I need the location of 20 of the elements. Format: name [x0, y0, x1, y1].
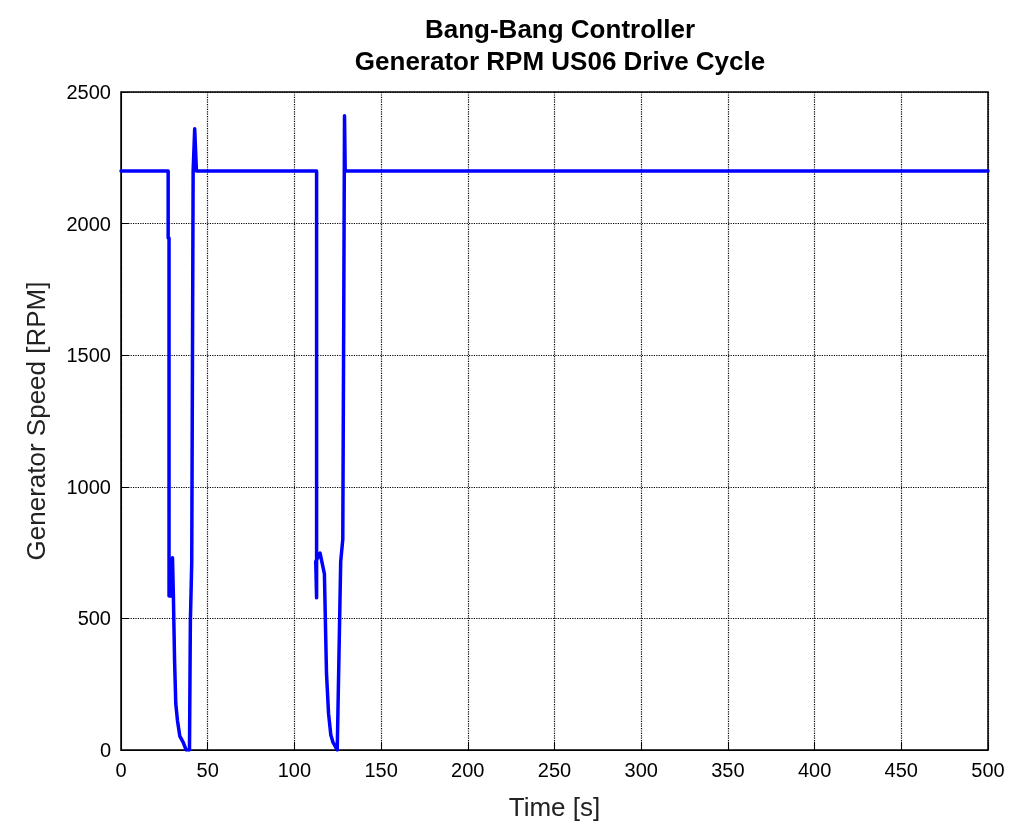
chart-title: Bang-Bang Controller Generator RPM US06 Drive Cycle: [354, 14, 766, 76]
y-axis-title: Generator Speed [RPM]: [21, 281, 51, 561]
x-tick-label: 400: [797, 759, 832, 781]
x-tick-label: 350: [711, 759, 745, 781]
x-tick-label: 500: [971, 759, 1005, 781]
y-tick-label: 1500: [66, 344, 111, 367]
y-tick-label: 0: [99, 739, 111, 761]
x-tick-label: 200: [451, 759, 485, 781]
x-tick-label: 150: [364, 759, 398, 781]
x-tick-label: 0: [115, 759, 127, 781]
x-tick-label: 100: [277, 759, 312, 781]
y-tick-label: 2000: [66, 212, 111, 235]
x-tick-label: 50: [196, 759, 219, 781]
y-tick-label: 500: [77, 607, 111, 630]
x-tick-label: 450: [884, 759, 918, 781]
x-tick-label: 300: [624, 759, 658, 781]
x-axis-title: Time [s]: [508, 792, 601, 822]
y-tick-label: 2500: [66, 81, 111, 103]
x-tick-label: 250: [537, 759, 572, 781]
y-tick-label: 1000: [66, 475, 111, 498]
